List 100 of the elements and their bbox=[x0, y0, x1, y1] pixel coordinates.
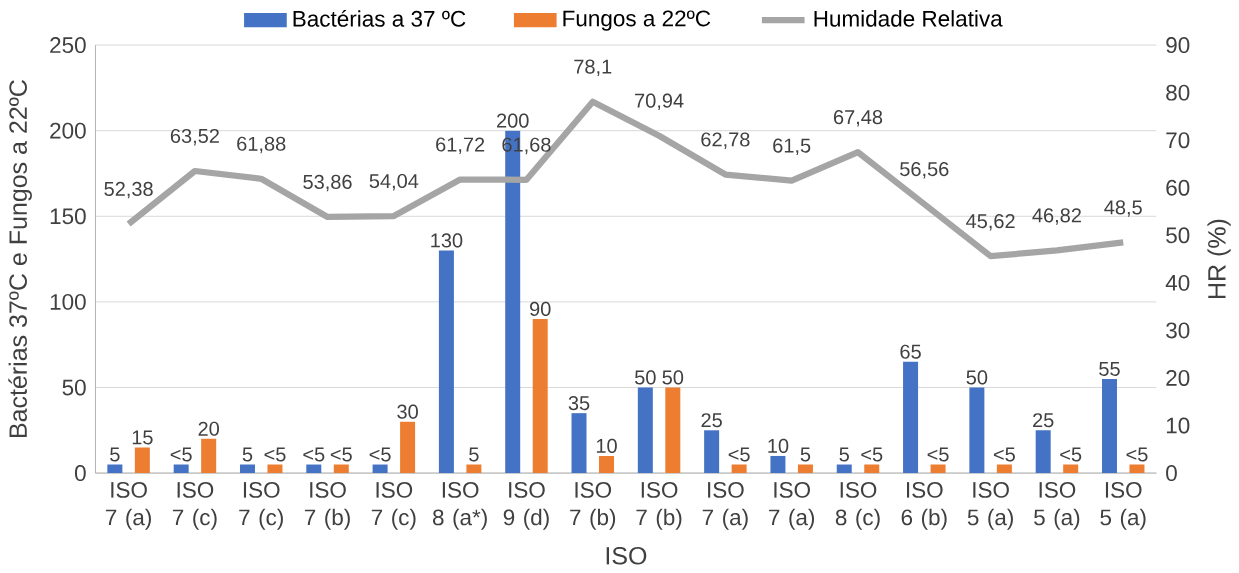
bar bbox=[333, 464, 349, 474]
data-label: <5 bbox=[1126, 447, 1148, 462]
data-label: 5 bbox=[839, 447, 849, 462]
y2-tick-label: 60 bbox=[1166, 179, 1190, 196]
bar bbox=[466, 464, 482, 474]
legend-label: Humidade Relativa bbox=[814, 10, 1003, 27]
bar bbox=[372, 464, 388, 474]
data-label: 25 bbox=[1033, 413, 1054, 428]
data-label: 45,62 bbox=[966, 214, 1015, 231]
bar bbox=[239, 464, 255, 474]
bar bbox=[1101, 378, 1117, 474]
legend-label: Bactérias a 37 ºC bbox=[293, 9, 466, 27]
bar bbox=[306, 464, 322, 474]
bar bbox=[201, 438, 217, 474]
data-label: 55 bbox=[1099, 361, 1120, 376]
y-axis-title: Bactérias 37ºC e Fungos a 22ºC bbox=[8, 80, 32, 438]
bar bbox=[864, 464, 880, 474]
bar bbox=[969, 387, 985, 474]
y2-tick-label: 30 bbox=[1166, 322, 1190, 339]
y2-tick-label: 0 bbox=[1166, 465, 1177, 482]
y2-tick-label: 40 bbox=[1165, 274, 1190, 291]
y-tick-label: 250 bbox=[50, 37, 86, 54]
data-label: 25 bbox=[701, 413, 722, 428]
data-label: 61,5 bbox=[773, 138, 811, 155]
bar bbox=[173, 464, 189, 474]
bar bbox=[665, 387, 681, 474]
data-label: <5 bbox=[264, 447, 286, 462]
data-label: 62,78 bbox=[701, 132, 750, 149]
data-label: 63,52 bbox=[170, 128, 219, 146]
bar bbox=[267, 464, 283, 474]
data-label: <5 bbox=[993, 447, 1015, 462]
x-tick-label: ISO 7 (a) bbox=[105, 481, 151, 530]
data-label: <5 bbox=[861, 447, 883, 462]
bar bbox=[797, 464, 813, 474]
data-label: 200 bbox=[497, 113, 529, 128]
x-tick-label: ISO 7 (b) bbox=[304, 481, 350, 530]
data-label: 53,86 bbox=[303, 174, 352, 192]
data-label: 61,72 bbox=[436, 137, 485, 154]
data-label: <5 bbox=[330, 447, 352, 462]
data-label: <5 bbox=[927, 447, 949, 462]
data-label: 65 bbox=[900, 344, 921, 359]
data-label: 70,94 bbox=[635, 93, 684, 111]
data-label: <5 bbox=[728, 447, 750, 462]
bar bbox=[599, 455, 615, 474]
data-label: 5 bbox=[242, 447, 253, 462]
data-label: 5 bbox=[110, 447, 120, 462]
data-label: <5 bbox=[303, 447, 325, 462]
data-label: <5 bbox=[170, 447, 192, 462]
bar bbox=[637, 387, 653, 474]
y-tick-label: 150 bbox=[50, 208, 86, 225]
x-tick-label: ISO 9 (d) bbox=[503, 481, 549, 530]
bar bbox=[438, 250, 454, 474]
data-label: 15 bbox=[132, 430, 153, 445]
bar bbox=[400, 421, 416, 474]
x-tick-label: ISO 7 (b) bbox=[570, 481, 616, 530]
data-label: 54,04 bbox=[369, 173, 419, 191]
bar bbox=[1063, 464, 1079, 474]
data-label: 56,56 bbox=[900, 161, 949, 179]
bar bbox=[107, 464, 123, 474]
bar bbox=[770, 455, 786, 474]
x-tick-label: ISO 6 (b) bbox=[901, 481, 947, 530]
x-tick-label: ISO 7 (c) bbox=[239, 481, 283, 530]
x-tick-label: ISO 7 (a) bbox=[702, 481, 748, 530]
data-label: 35 bbox=[568, 396, 590, 411]
data-label: 61,88 bbox=[237, 136, 286, 154]
bar bbox=[731, 464, 747, 474]
data-label: 78,1 bbox=[574, 59, 612, 77]
y2-tick-label: 20 bbox=[1166, 370, 1190, 386]
legend-label: Fungos a 22ºC bbox=[563, 10, 711, 31]
bar bbox=[903, 361, 919, 474]
y2-tick-label: 70 bbox=[1166, 132, 1190, 149]
data-label: 52,38 bbox=[104, 181, 153, 199]
y2-tick-label: 80 bbox=[1166, 84, 1190, 101]
bar bbox=[836, 464, 852, 474]
data-label: 90 bbox=[530, 301, 551, 317]
data-label: 50 bbox=[966, 370, 988, 385]
bar bbox=[704, 430, 720, 474]
y-tick-label: 50 bbox=[62, 379, 86, 396]
data-label: <5 bbox=[369, 447, 391, 462]
y2-axis-title: HR (%) bbox=[1207, 219, 1231, 299]
data-label: 50 bbox=[662, 370, 684, 385]
bar bbox=[532, 319, 548, 474]
data-label: 130 bbox=[431, 233, 463, 248]
data-label: <5 bbox=[1060, 447, 1082, 462]
y-tick-label: 100 bbox=[50, 293, 86, 310]
x-tick-label: ISO 7 (c) bbox=[371, 481, 416, 530]
data-label: 20 bbox=[198, 421, 220, 436]
data-label: 10 bbox=[596, 438, 617, 453]
data-label: 67,48 bbox=[834, 110, 883, 127]
x-tick-label: ISO 5 (a) bbox=[967, 481, 1013, 530]
bar bbox=[1035, 430, 1051, 474]
x-tick-label: ISO 8 (c) bbox=[835, 481, 880, 530]
data-label: 48,5 bbox=[1104, 200, 1142, 217]
bar bbox=[996, 464, 1012, 474]
data-label: 46,82 bbox=[1032, 208, 1081, 225]
data-label: 50 bbox=[634, 370, 656, 385]
data-label: 10 bbox=[768, 438, 789, 453]
data-label: 5 bbox=[800, 447, 811, 462]
x-tick-label: ISO 7 (c) bbox=[172, 481, 217, 530]
data-label: 5 bbox=[469, 447, 479, 462]
